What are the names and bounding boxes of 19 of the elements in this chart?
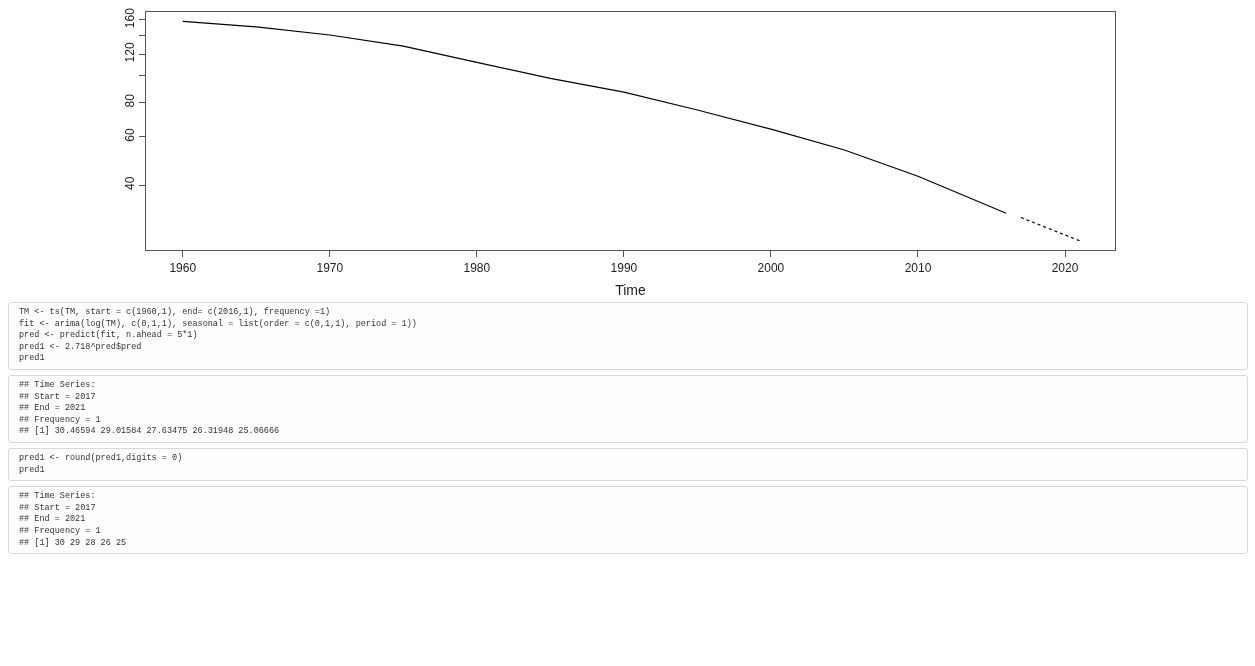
- x-tick-label: 1970: [316, 260, 344, 275]
- text: ## Time Series: ## Start = 2017 ## End = 2021 ## Frequency = 1 ## [1] 30 29 28 26 25: [8, 486, 1248, 555]
- x-tick-label: 1990: [610, 260, 638, 275]
- y-tick-label: 60: [123, 128, 137, 142]
- y-tick-label: 120: [123, 42, 137, 63]
- text: ## Time Series: ## Start = 2017 ## End = 2021 ## Frequency = 1 ## [1] 30.46594 29.01584 27.63475 26.31948 25.06666: [8, 374, 1248, 443]
- x-tick-label: 2000: [757, 260, 785, 275]
- y-tick-label: 160: [123, 7, 137, 29]
- text: pred1 <- round(pred1,digits = 0) pred1: [8, 447, 1248, 482]
- line-series: [182, 20, 1007, 214]
- y-tick-label: 40: [123, 176, 137, 190]
- x-tick-label: 2010: [904, 260, 932, 275]
- line-series: [1020, 216, 1081, 242]
- x-axis-title: Time: [615, 282, 647, 298]
- text: TM <- ts(TM, start = c(1960,1), end= c(2016,1), frequency =1) fit <- arima(log(TM), c(0,1,1), seasonal = list(order = c(0,1,1), period = 1)) pred <- predict(fit, n.ahead = 5*1) pred1 <- 2.718^pred$pred pred1: [8, 302, 1248, 370]
- x-tick-label: 1960: [169, 260, 197, 275]
- x-tick-label: 2020: [1051, 260, 1079, 275]
- x-tick-label: 1980: [463, 260, 491, 275]
- y-tick-label: 80: [123, 93, 137, 108]
